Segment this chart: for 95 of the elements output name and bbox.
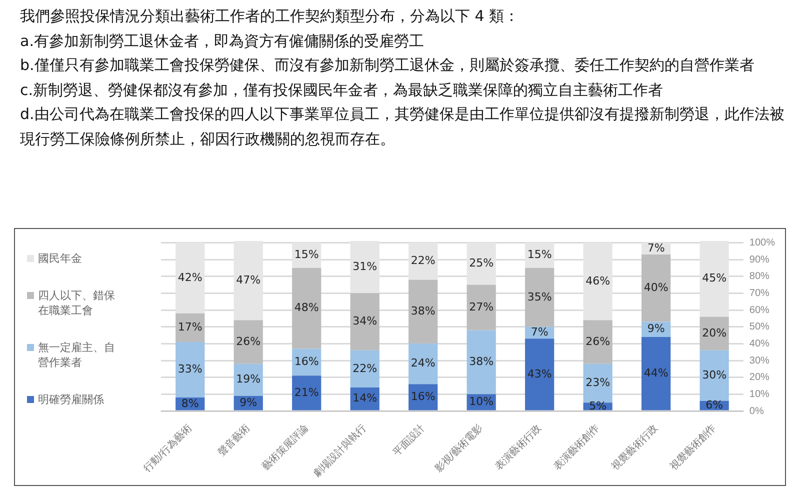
bar [176,242,205,314]
text: b.僅僅只有參加職業工會投保勞健保、而沒有參加新制勞工退休金，則屬於簽承攬、委任工作契約的自營作業者 [20,55,756,76]
bar [176,342,205,398]
data-label: 9% [240,396,258,409]
x-tick-label: 藝術策展評論 [260,422,311,473]
bar [583,320,612,364]
data-label: 8% [181,396,199,410]
y-tick-label: 0% [749,406,764,417]
bar [466,330,496,394]
y-tick-label: 80% [749,271,770,282]
x-tick-label: 行動/行為藝術 [141,422,194,475]
data-label: 15% [294,248,319,262]
legend-label: 四人以下、錯保在職業工會 [38,288,116,318]
data-label: 10% [469,395,494,408]
bar [642,336,671,410]
bar [700,350,729,401]
data-label: 16% [294,355,319,368]
y-tick-label: 30% [749,355,770,366]
data-label: 19% [236,372,261,386]
y-tick-label: 40% [749,338,770,350]
data-label: 22% [352,362,378,375]
data-label: 15% [527,248,552,262]
data-label: 31% [352,260,378,273]
bar [350,293,380,350]
bar [525,268,554,327]
y-tick-label: 100% [749,237,776,248]
bar [700,241,729,317]
x-tick-label: 表演藝術創作 [550,422,602,473]
bar [350,350,380,388]
bar [466,242,496,285]
data-label: 14% [352,392,378,405]
data-label: 6% [706,398,724,412]
y-tick-label: 50% [749,322,770,333]
bar [642,254,671,322]
bar [292,376,322,410]
data-label: 40% [644,280,668,294]
data-label: 44% [644,366,668,380]
data-label: 43% [527,367,552,380]
bar [176,313,205,342]
bar [525,338,554,410]
text: d.由公司代為在職業工會投保的四人以下事業單位員工，其勞健保是由工作單位提供卻沒有提撥新制勞退，此作法被現行勞工保險條例所禁止，卻因行政機關的忽視而存在。 [20,104,786,150]
chart-title: 我們參照投保情況分類出藝術工作者的工作契約類型分布，分為以下 4 類： [20,6,520,27]
y-tick-label: 90% [749,254,770,266]
data-label: 20% [702,326,727,340]
data-label: 23% [586,376,610,390]
data-label: 21% [294,386,319,399]
data-label: 7% [647,241,665,254]
x-tick-label: 視覺藝術創作 [667,422,718,473]
data-label: 5% [589,399,607,412]
text: a.有參加新制勞工退休金者，即為資方有僱傭關係的受雇勞工 [20,30,425,52]
bar [700,316,729,350]
bar [466,284,496,330]
data-label: 25% [469,256,494,270]
bar [408,344,438,384]
data-label: 9% [647,322,665,336]
data-label: 16% [410,390,436,404]
data-label: 24% [410,356,436,370]
data-label: 27% [469,300,494,314]
x-tick-label: 聲音藝術 [216,422,252,459]
bar [408,242,438,280]
x-tick-label: 視覺藝術行政 [609,422,660,473]
data-label: 33% [178,362,202,376]
bar [350,241,380,294]
data-label: 38% [469,355,494,368]
data-label: 7% [530,326,548,339]
x-tick-label: 表演藝術行政 [492,422,544,473]
data-label: 35% [527,290,552,304]
bar [408,280,438,344]
y-tick-label: 20% [749,372,770,384]
y-tick-label: 70% [749,288,770,299]
data-label: 22% [410,254,436,268]
legend-label: 國民年金 [38,251,82,266]
data-label: 38% [410,304,436,318]
data-label: 17% [178,320,202,334]
data-label: 26% [586,334,610,348]
bar [234,241,263,320]
x-tick-label: 平面設計 [390,422,428,459]
y-tick-label: 60% [749,304,770,316]
y-tick-label: 10% [749,388,770,400]
data-label: 45% [702,272,727,285]
data-label: 34% [352,314,378,328]
data-label: 30% [702,368,727,382]
data-label: 48% [294,301,319,314]
legend-label: 無一定雇主、自營作業者 [38,340,116,370]
text: c.新制勞退、勞健保都沒有參加，僅有投保國民年金者，為最缺乏職業保障的獨立自主藝術工作者 [20,80,664,100]
data-label: 42% [178,270,202,284]
data-label: 26% [236,334,261,348]
x-tick-label: 劇場設計與執行 [310,422,369,480]
bar [234,320,263,364]
bar [292,268,322,349]
data-label: 47% [236,273,261,286]
legend-label: 明確勞雇關係 [38,392,104,407]
x-tick-label: 影視/藝術電影 [432,422,486,475]
data-label: 46% [586,274,610,288]
bar [583,242,612,320]
